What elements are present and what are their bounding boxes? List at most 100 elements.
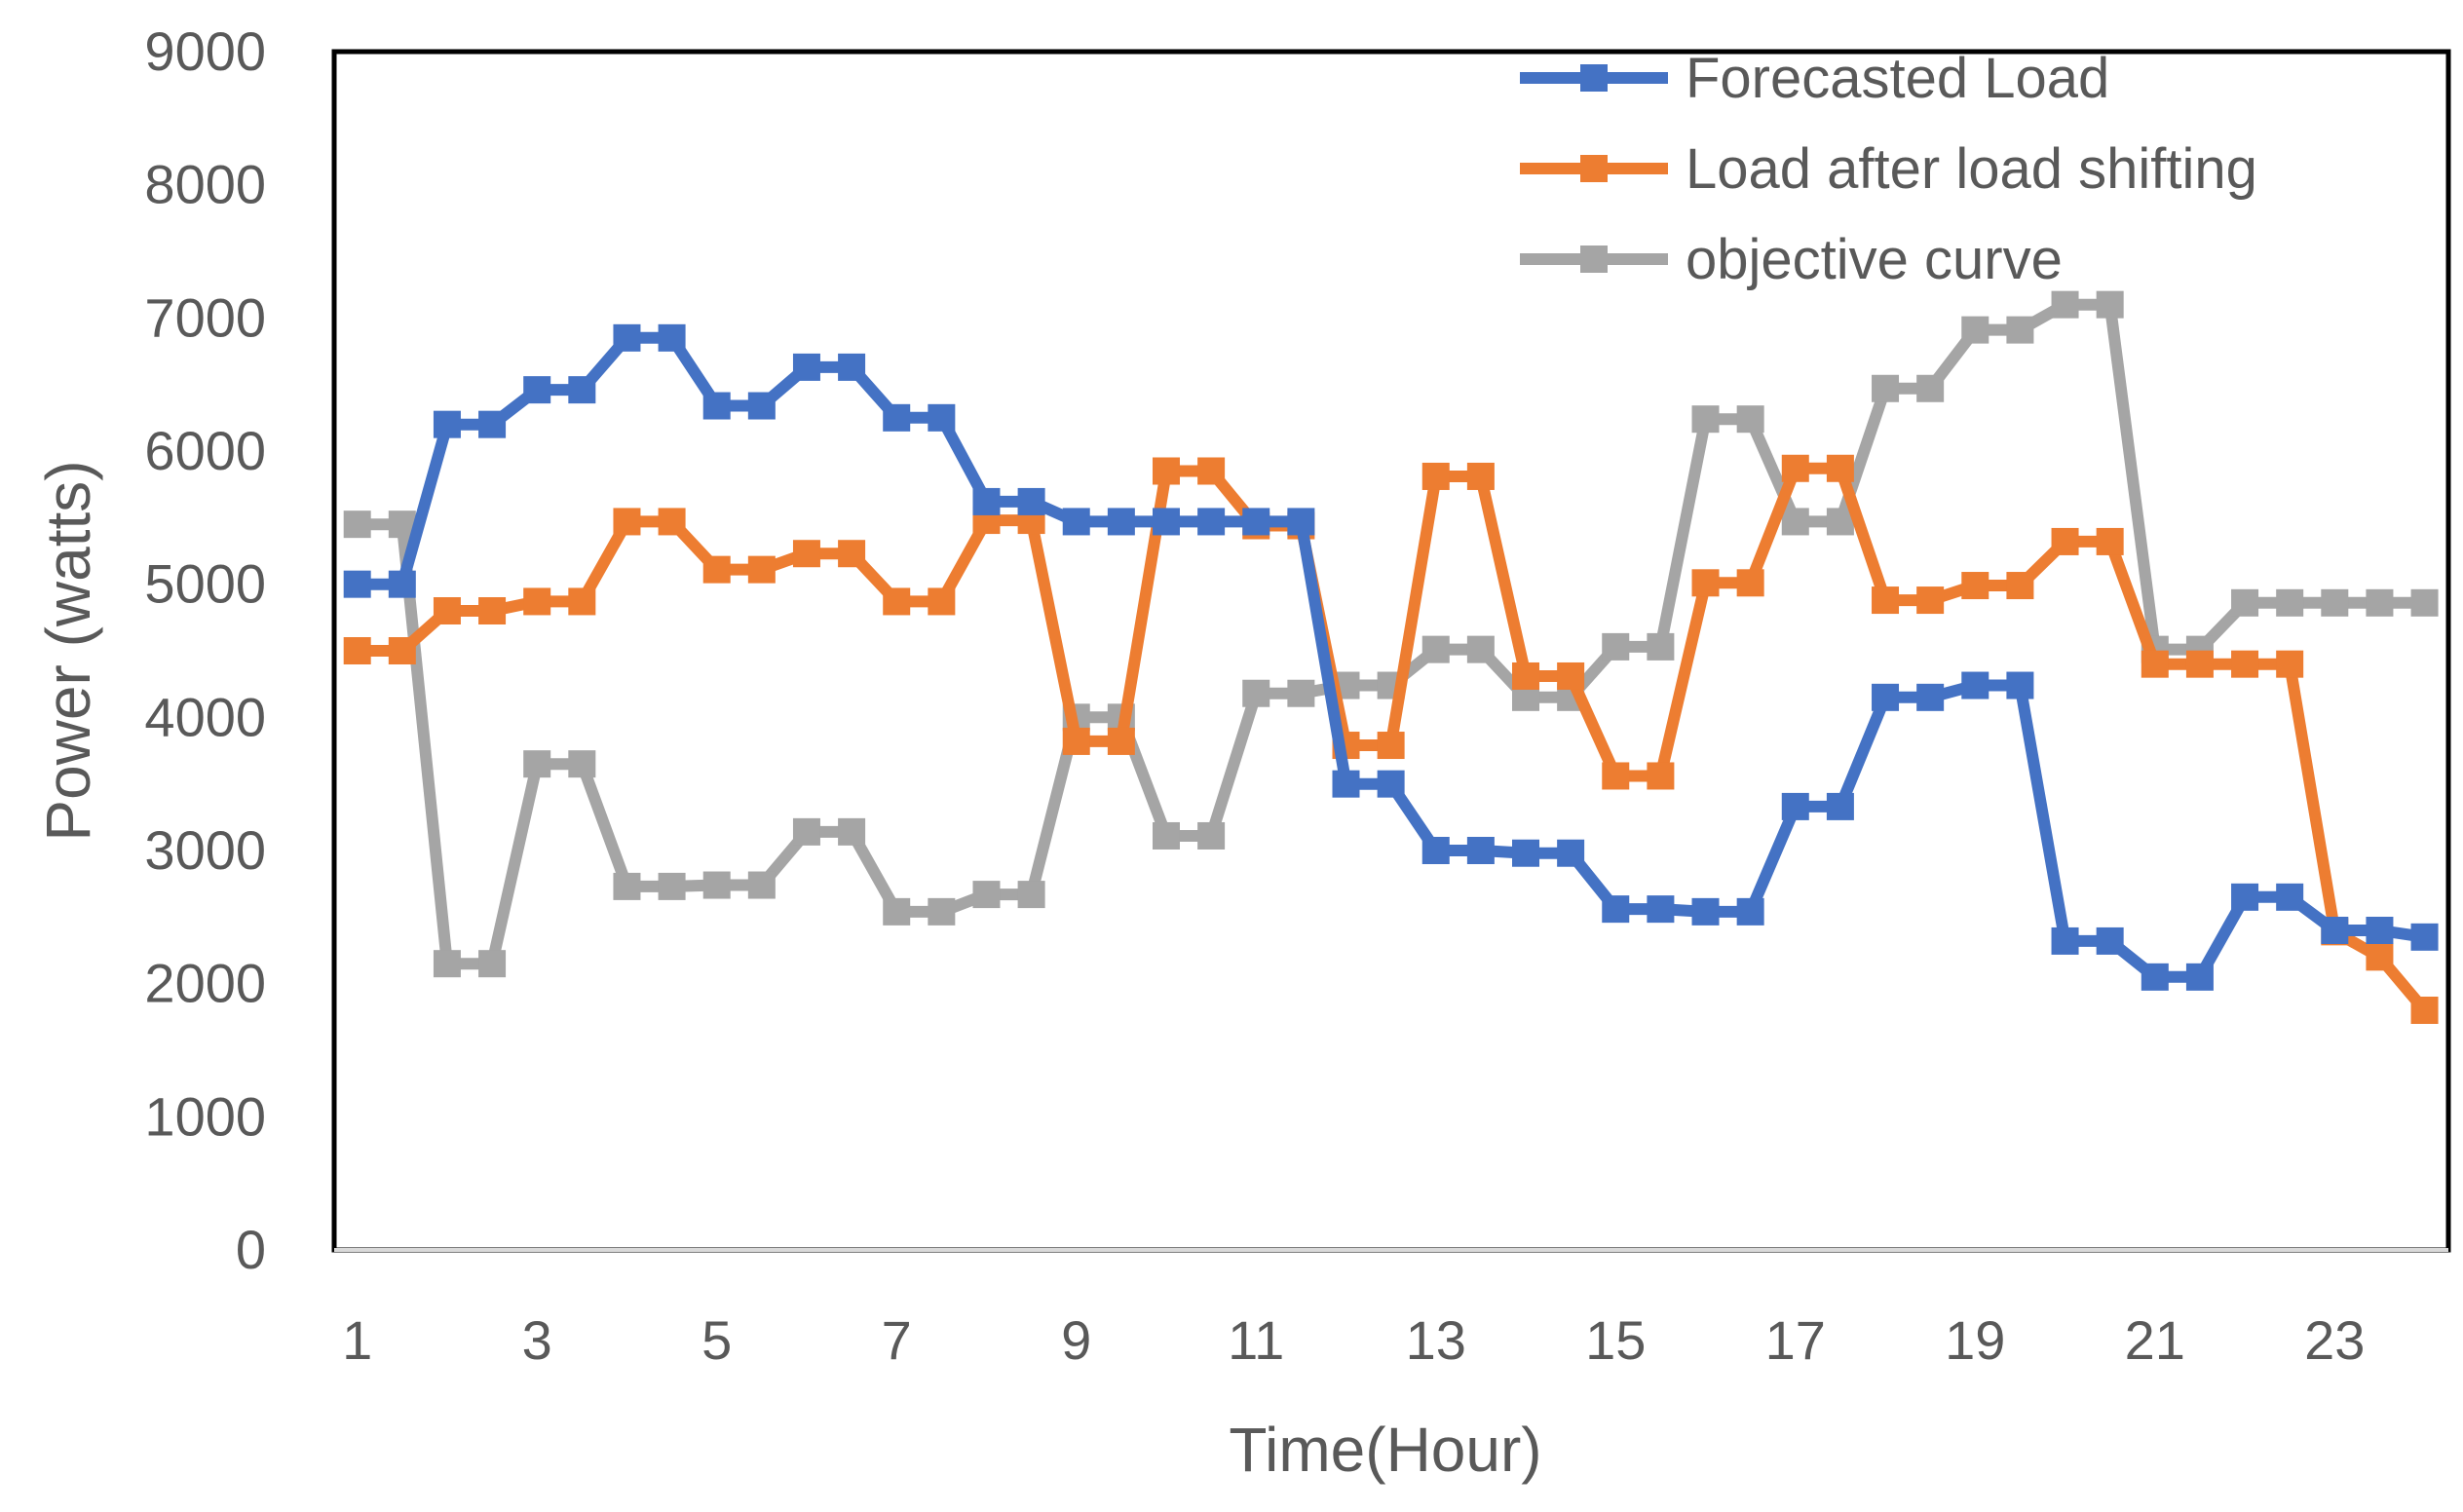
data-point [1017, 881, 1045, 909]
data-point [1152, 457, 1180, 485]
data-point [1062, 508, 1090, 536]
x-axis-title: Time(Hour) [1229, 1415, 1541, 1485]
data-point [2006, 572, 2034, 600]
data-point [792, 353, 820, 381]
y-tick-label: 8000 [144, 154, 266, 215]
data-point [1736, 405, 1764, 434]
data-point [1197, 821, 1226, 850]
y-axis-title: Power (watts) [33, 460, 103, 841]
data-point [1781, 508, 1809, 536]
data-point [1872, 374, 1900, 402]
data-point [478, 410, 507, 438]
legend-label: Load after load shifting [1686, 137, 2257, 201]
legend-swatch-marker [1580, 155, 1608, 182]
legend-swatch-marker [1580, 64, 1608, 92]
data-point [2051, 926, 2079, 955]
data-point [1242, 508, 1270, 536]
data-point [1152, 821, 1180, 850]
data-point [2366, 917, 2394, 944]
data-point [478, 950, 507, 978]
x-axis-ticks: 1 3 5 7 9 11 13 15 17 19 21 23 [342, 1309, 2365, 1371]
data-point [2276, 650, 2304, 678]
x-tick-label: 11 [1228, 1309, 1284, 1371]
data-point [1107, 508, 1135, 536]
data-point [1961, 671, 1989, 699]
data-point [747, 392, 776, 420]
legend: Forecasted Load Load after load shifting o… [1520, 47, 2257, 291]
data-point [343, 510, 371, 539]
x-tick-label: 15 [1585, 1309, 1646, 1371]
data-point [883, 587, 911, 616]
data-point [523, 376, 551, 404]
data-point [1557, 662, 1585, 690]
data-point [2006, 671, 2034, 699]
series-layer [343, 290, 2439, 1024]
y-tick-label: 5000 [144, 553, 266, 615]
y-tick-label: 7000 [144, 286, 266, 348]
x-tick-label: 17 [1765, 1309, 1826, 1371]
data-point [972, 487, 1001, 515]
data-point [1332, 770, 1360, 798]
legend-item: Load after load shifting [1520, 137, 2257, 201]
x-tick-label: 1 [342, 1309, 372, 1371]
data-point [1242, 679, 1270, 707]
data-point [928, 897, 956, 926]
x-tick-label: 19 [1945, 1309, 2005, 1371]
data-point [1421, 635, 1450, 663]
data-point [2096, 926, 2124, 955]
data-point [1872, 586, 1900, 615]
data-point [613, 323, 641, 352]
data-point [523, 750, 551, 778]
data-point [1647, 762, 1675, 790]
data-point [792, 540, 820, 568]
series-objective-curve [343, 290, 2439, 978]
data-point [1961, 316, 1989, 344]
data-point [2006, 316, 2034, 344]
series-load-after-load-shifting [343, 454, 2439, 1024]
data-point [2276, 588, 2304, 617]
data-point [2096, 290, 2124, 319]
data-point [1736, 569, 1764, 597]
data-point [2185, 963, 2214, 991]
y-axis-ticks: 0 1000 2000 3000 4000 5000 6000 7000 8000 9000 [144, 20, 266, 1280]
data-point [838, 817, 866, 846]
data-point [2096, 527, 2124, 555]
data-point [568, 376, 596, 404]
data-point [2141, 963, 2169, 991]
y-tick-label: 2000 [144, 953, 266, 1014]
data-point [1961, 572, 1989, 600]
series-forecasted-load [343, 323, 2439, 991]
data-point [2231, 588, 2259, 617]
x-tick-label: 5 [701, 1309, 732, 1371]
data-point [838, 540, 866, 568]
data-point [2231, 883, 2259, 911]
data-point [1602, 895, 1630, 924]
data-point [792, 817, 820, 846]
data-point [1107, 727, 1135, 755]
data-point [2366, 943, 2394, 971]
data-point [1916, 374, 1945, 402]
data-point [1691, 569, 1720, 597]
data-point [1062, 727, 1090, 755]
plot-area-border [331, 49, 2451, 1253]
data-point [658, 323, 686, 352]
data-point [1197, 457, 1226, 485]
x-tick-label: 7 [882, 1309, 912, 1371]
data-point [2410, 997, 2439, 1024]
data-point [1826, 792, 1854, 820]
data-point [702, 555, 731, 584]
data-point [1512, 662, 1540, 690]
data-point [568, 587, 596, 616]
data-point [433, 950, 461, 978]
y-tick-label: 0 [236, 1219, 266, 1280]
y-tick-label: 3000 [144, 819, 266, 881]
data-point [1287, 679, 1315, 707]
data-point [2051, 527, 2079, 555]
data-point [1421, 837, 1450, 864]
legend-label: Forecasted Load [1686, 47, 2109, 110]
x-tick-label: 9 [1061, 1309, 1091, 1371]
data-point [1152, 508, 1180, 536]
data-point [928, 403, 956, 432]
y-tick-label: 6000 [144, 420, 266, 481]
